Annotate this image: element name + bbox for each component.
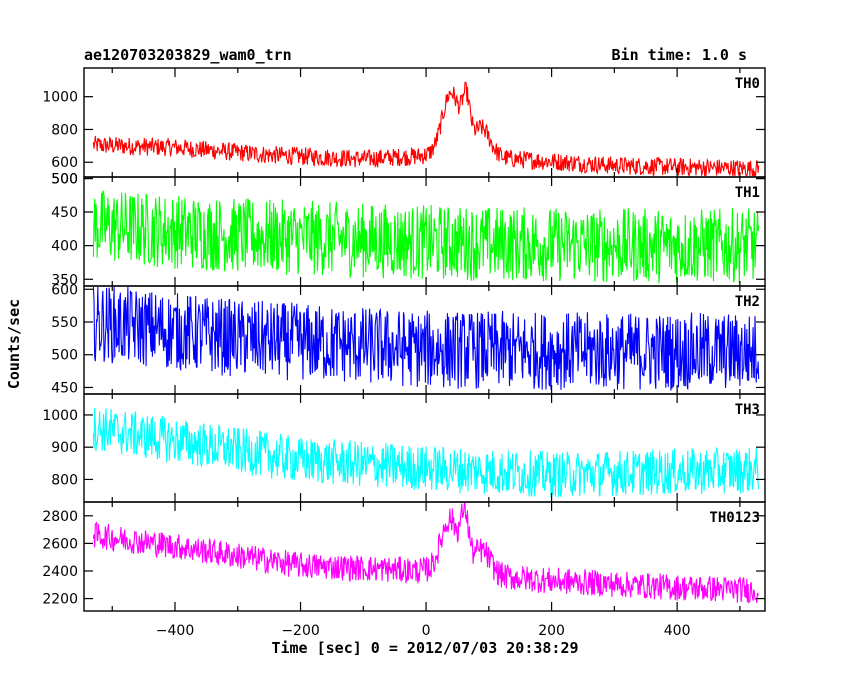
- panel-label: TH1: [735, 185, 760, 201]
- y-tick-label: 900: [51, 440, 78, 456]
- bin-time-label: Bin time: 1.0 s: [612, 46, 747, 64]
- y-tick-label: 500: [51, 171, 78, 187]
- y-tick-label: 500: [51, 172, 78, 188]
- panel-label: TH0: [735, 76, 760, 92]
- y-tick-label: 350: [51, 272, 78, 288]
- x-tick-label: 400: [664, 623, 691, 639]
- panel-frame: [83, 67, 766, 178]
- y-tick-label: 600: [51, 282, 78, 298]
- y-tick-label: 450: [51, 205, 78, 221]
- x-tick-label: 0: [422, 623, 431, 639]
- series-line-th3: [92, 407, 760, 498]
- x-axis-label: Time [sec] 0 = 2012/07/03 20:38:29: [271, 639, 578, 657]
- panel-label: TH0123: [709, 510, 760, 526]
- x-tick-label: −200: [281, 623, 319, 639]
- panel-frame: [83, 501, 766, 612]
- panel-th2: 450 500 550 600 TH2: [51, 282, 766, 396]
- panel-th0123: 2200 2400 2600 2800 TH0123: [42, 501, 766, 612]
- y-tick-label: 2200: [42, 592, 78, 608]
- series-line-th0: [92, 81, 760, 178]
- chart-panels: 6008001000500TH0350400450500TH1450500550…: [42, 67, 766, 639]
- y-axis-label: Counts/sec: [5, 299, 23, 389]
- y-tick-label: 1000: [42, 90, 78, 106]
- y-tick-label: 2800: [42, 509, 78, 525]
- y-tick-label: 500: [51, 348, 78, 364]
- series-line-th1: [92, 190, 760, 284]
- y-tick-label: 800: [51, 472, 78, 488]
- y-tick-label: 2600: [42, 536, 78, 552]
- x-tick-label: −400: [156, 623, 194, 639]
- series-line-th0123: [92, 502, 760, 604]
- y-tick-label: 800: [51, 122, 78, 138]
- y-tick-label: 400: [51, 239, 78, 255]
- y-tick-label: 2400: [42, 564, 78, 580]
- series-line-th2: [92, 286, 760, 391]
- y-tick-label: 600: [51, 155, 78, 171]
- panel-label: TH2: [735, 294, 760, 310]
- x-tick-label: 200: [538, 623, 565, 639]
- y-tick-label: 550: [51, 315, 78, 331]
- panel-th1: 350 400 450 500 TH1: [51, 171, 766, 288]
- panel-label: TH3: [735, 402, 760, 418]
- y-tick-label: 1000: [42, 408, 78, 424]
- chart-title: ae120703203829_wam0_trn: [84, 46, 292, 64]
- panel-th3: 800 900 1000 TH3: [42, 393, 766, 503]
- panel-th0: 600 800 1000 500 TH0: [42, 67, 766, 188]
- y-tick-label: 450: [51, 380, 78, 396]
